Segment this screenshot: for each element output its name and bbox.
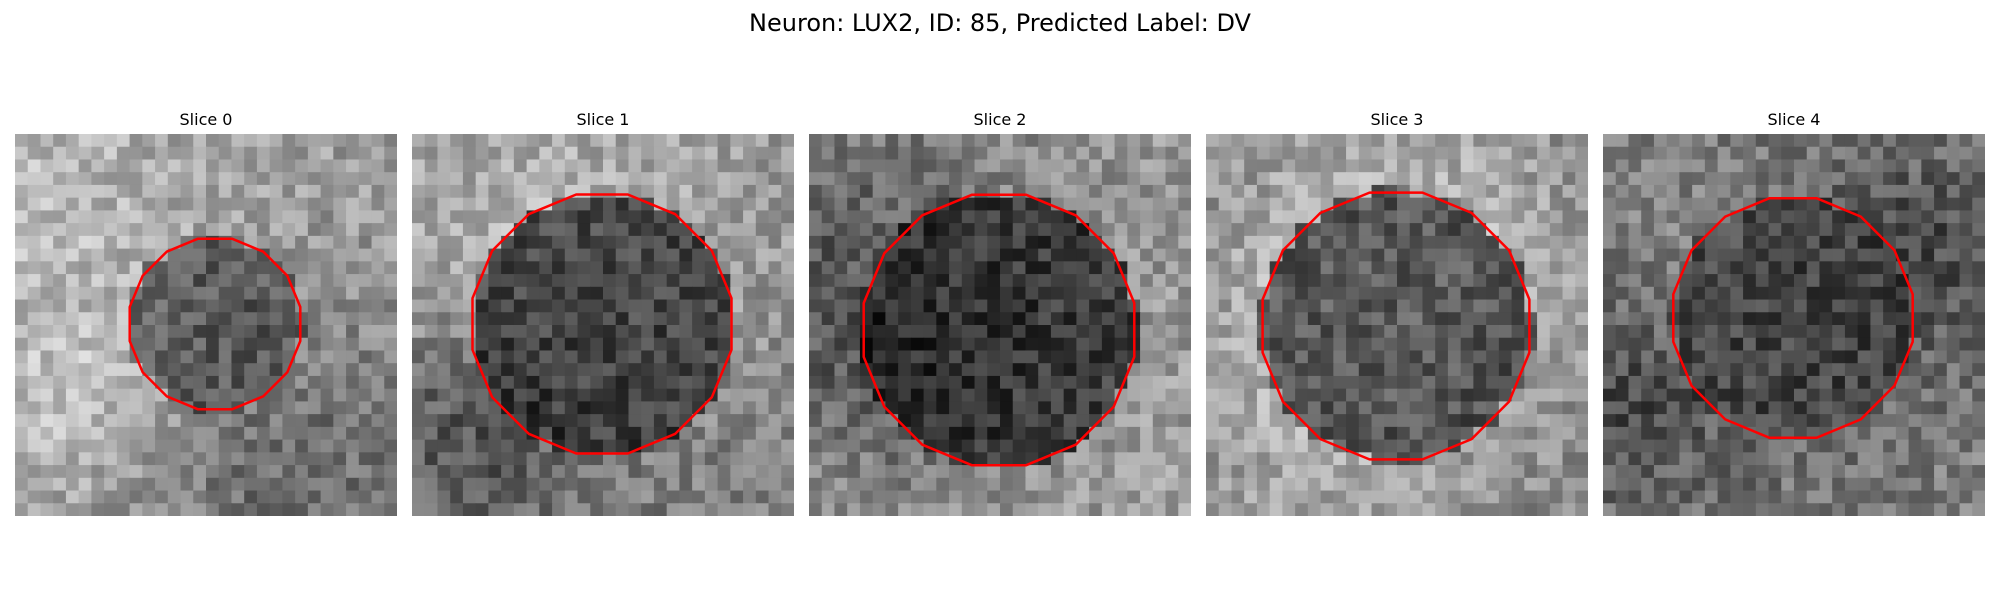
roi-outline <box>128 237 302 411</box>
slice-1-title: Slice 1 <box>576 110 630 129</box>
slice-0-title: Slice 0 <box>179 110 233 129</box>
slice-3-title: Slice 3 <box>1370 110 1424 129</box>
roi-outline <box>471 193 733 455</box>
slice-4-title: Slice 4 <box>1767 110 1821 129</box>
slice-0-image <box>15 134 397 516</box>
slice-4-image <box>1603 134 1985 516</box>
slice-2-title: Slice 2 <box>973 110 1027 129</box>
roi-outline <box>1672 197 1914 439</box>
slice-2-image <box>809 134 1191 516</box>
roi-outline <box>1261 191 1531 461</box>
figure-title: Neuron: LUX2, ID: 85, Predicted Label: D… <box>749 9 1251 37</box>
slice-3-image <box>1206 134 1588 516</box>
roi-outline <box>862 193 1136 467</box>
slice-1-image <box>412 134 794 516</box>
